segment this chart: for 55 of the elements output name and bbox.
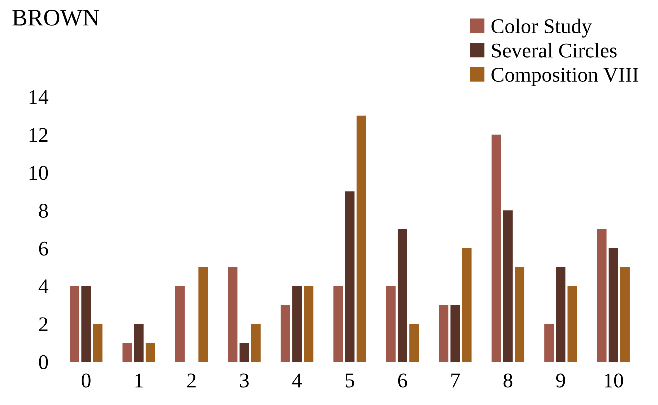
bar xyxy=(292,286,302,362)
bar xyxy=(146,343,156,362)
bar xyxy=(515,267,525,362)
legend-label: Several Circles xyxy=(492,43,617,58)
x-tick-label: 1 xyxy=(136,374,144,388)
bar xyxy=(345,192,355,362)
y-tick-label: 14 xyxy=(30,90,49,104)
y-tick-label: 10 xyxy=(30,166,48,180)
legend-label: Composition VIII xyxy=(492,68,639,86)
x-tick-label: 0 xyxy=(82,374,91,388)
bar xyxy=(410,324,420,362)
bar xyxy=(134,324,144,362)
x-tick-label: 3 xyxy=(240,374,249,388)
y-tick-label: 6 xyxy=(39,242,48,256)
legend-label: Color Study xyxy=(492,18,592,38)
bar xyxy=(503,210,513,362)
bar xyxy=(198,267,208,362)
bar xyxy=(556,267,566,362)
bar xyxy=(439,305,449,362)
bar xyxy=(304,286,314,362)
bar xyxy=(82,286,92,362)
bar xyxy=(398,230,408,362)
x-tick-label: 8 xyxy=(504,374,513,388)
bar xyxy=(386,286,396,362)
bar xyxy=(240,343,250,362)
bar xyxy=(228,267,238,362)
bar xyxy=(251,324,261,362)
x-tick-label: 5 xyxy=(346,374,354,388)
bar xyxy=(334,286,344,362)
bar xyxy=(608,248,618,362)
bar xyxy=(280,305,290,362)
y-tick-label: 0 xyxy=(39,355,48,370)
x-tick-label: 6 xyxy=(398,374,408,388)
x-tick-label: 9 xyxy=(556,374,566,388)
y-tick-label: 2 xyxy=(39,318,48,332)
bar xyxy=(356,116,366,362)
bar xyxy=(492,134,502,362)
x-tick-label: 2 xyxy=(188,374,196,388)
bar xyxy=(620,267,630,362)
chart-title: BROWN xyxy=(12,10,100,26)
y-tick-label: 12 xyxy=(30,128,48,142)
bar xyxy=(70,286,80,362)
bar xyxy=(122,343,132,362)
x-tick-label: 10 xyxy=(605,374,624,388)
bar xyxy=(450,305,460,362)
y-tick-label: 8 xyxy=(39,204,48,218)
x-tick-label: 7 xyxy=(452,374,460,388)
bar xyxy=(544,324,554,362)
y-tick-label: 4 xyxy=(38,280,49,294)
bar xyxy=(597,230,607,362)
bar xyxy=(175,286,185,362)
bar xyxy=(568,286,578,362)
bar xyxy=(93,324,103,362)
bar xyxy=(462,248,472,362)
x-tick-label: 4 xyxy=(292,374,302,388)
